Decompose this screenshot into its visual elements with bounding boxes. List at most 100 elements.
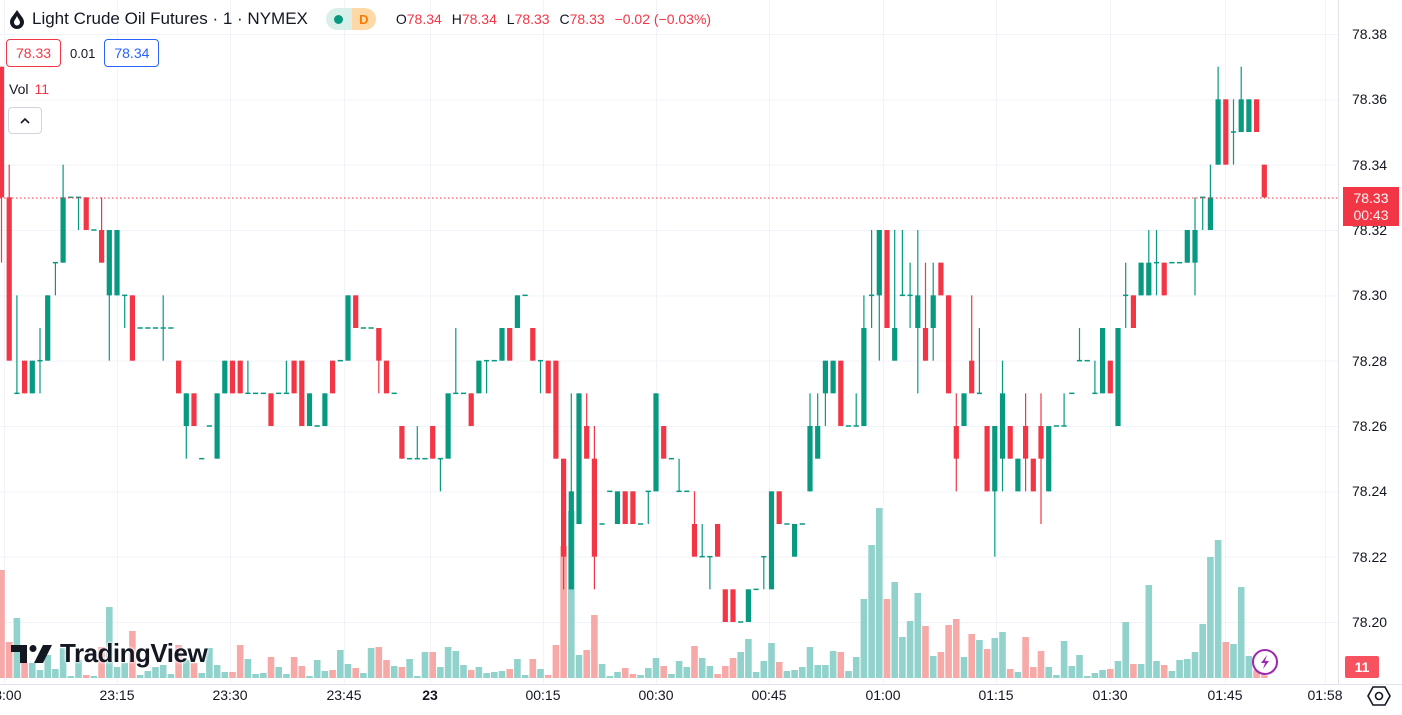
- candle: [984, 426, 990, 492]
- candle: [407, 457, 413, 460]
- candle: [599, 523, 605, 525]
- volume-bar: [552, 645, 560, 678]
- candle-body: [1153, 261, 1160, 264]
- candle-body: [1030, 458, 1036, 492]
- volume-bar: [544, 675, 552, 678]
- candle-body: [1261, 164, 1267, 198]
- volume-bar: [906, 621, 914, 678]
- candle: [1084, 359, 1090, 362]
- volume-bar: [337, 650, 344, 678]
- candle-body: [214, 393, 220, 459]
- volume-bar: [106, 607, 113, 678]
- candle-body: [291, 360, 297, 394]
- candle-body: [1084, 359, 1090, 362]
- candle: [1107, 360, 1113, 394]
- candle-body: [299, 360, 305, 427]
- candle-body: [1061, 425, 1067, 427]
- collapse-legend-button[interactable]: [8, 107, 42, 134]
- volume-bar: [267, 657, 275, 678]
- candle-body: [661, 426, 667, 459]
- volume-bar: [775, 662, 783, 678]
- candle-body: [430, 426, 436, 459]
- buy-button[interactable]: 78.34: [104, 39, 160, 67]
- candle-body: [576, 393, 582, 525]
- candle-body: [1069, 392, 1075, 395]
- candle-body: [653, 393, 659, 492]
- candle-body: [514, 295, 520, 329]
- volume-bar: [575, 655, 583, 678]
- candle: [845, 425, 852, 427]
- volume-bar: [321, 671, 329, 678]
- candle: [684, 490, 690, 493]
- volume-bar: [799, 667, 806, 678]
- volume-legend[interactable]: Vol 11: [9, 81, 49, 97]
- candle-body: [1161, 262, 1167, 296]
- candle-body: [1138, 262, 1144, 296]
- volume-bar: [953, 619, 960, 678]
- candle: [491, 359, 497, 362]
- volume-bar: [383, 660, 390, 678]
- candle-body: [1123, 294, 1129, 297]
- tradingview-logo[interactable]: TradingView: [10, 638, 208, 669]
- volume-bar: [737, 652, 744, 678]
- candle: [745, 589, 751, 623]
- volume-bar: [306, 676, 313, 678]
- candle-body: [191, 393, 197, 427]
- candle-body: [368, 327, 374, 329]
- candle: [522, 294, 528, 297]
- volume-bar: [1237, 587, 1245, 678]
- candle-body: [253, 392, 259, 395]
- open-value: 78.34: [406, 11, 442, 27]
- candle-body: [1038, 426, 1044, 459]
- candle-body: [45, 295, 51, 361]
- volume-bar: [652, 658, 660, 678]
- candle: [1061, 393, 1067, 427]
- candle: [1261, 164, 1267, 198]
- candle: [784, 523, 790, 525]
- candle: [368, 327, 374, 329]
- candle-body: [530, 328, 536, 361]
- candle: [1246, 99, 1252, 133]
- candle-body: [6, 197, 12, 361]
- volume-bar: [406, 659, 413, 678]
- candle-body: [568, 491, 574, 590]
- candle: [91, 229, 97, 231]
- candle: [129, 295, 135, 361]
- candle-body: [622, 491, 628, 525]
- candle: [445, 393, 451, 459]
- candle-body: [984, 426, 990, 492]
- candle: [22, 360, 28, 394]
- symbol-title[interactable]: Light Crude Oil Futures · 1 · NYMEX: [32, 9, 308, 28]
- candle: [383, 360, 390, 394]
- candle: [191, 393, 197, 427]
- volume-bar: [983, 649, 991, 678]
- volume-bar: [914, 593, 922, 678]
- open-label: O: [395, 11, 407, 27]
- candle: [876, 230, 882, 361]
- volume-bar: [837, 652, 845, 678]
- market-status-badge[interactable]: D: [325, 8, 376, 30]
- candle-body: [376, 328, 382, 361]
- candle-body: [176, 360, 182, 394]
- volume-bar: [167, 674, 175, 678]
- candle-body: [322, 393, 328, 427]
- candle: [60, 164, 66, 263]
- candle: [668, 457, 674, 460]
- candle-body: [815, 426, 821, 459]
- sell-button[interactable]: 78.33: [6, 39, 62, 67]
- candle-body: [861, 328, 867, 427]
- volume-bar: [814, 665, 821, 678]
- candle-body: [561, 458, 567, 557]
- volume-value: 11: [34, 81, 50, 97]
- volume-bar: [1137, 664, 1145, 678]
- candle-body: [584, 426, 590, 459]
- volume-bar: [344, 664, 352, 678]
- candle: [591, 426, 597, 590]
- candle: [707, 555, 713, 590]
- candle: [584, 393, 590, 459]
- volume-bar: [1145, 585, 1153, 678]
- chart-settings-icon[interactable]: [1366, 684, 1392, 708]
- lightning-button[interactable]: [1252, 649, 1278, 675]
- legend-header: Light Crude Oil Futures · 1 · NYMEX D O7…: [8, 8, 717, 30]
